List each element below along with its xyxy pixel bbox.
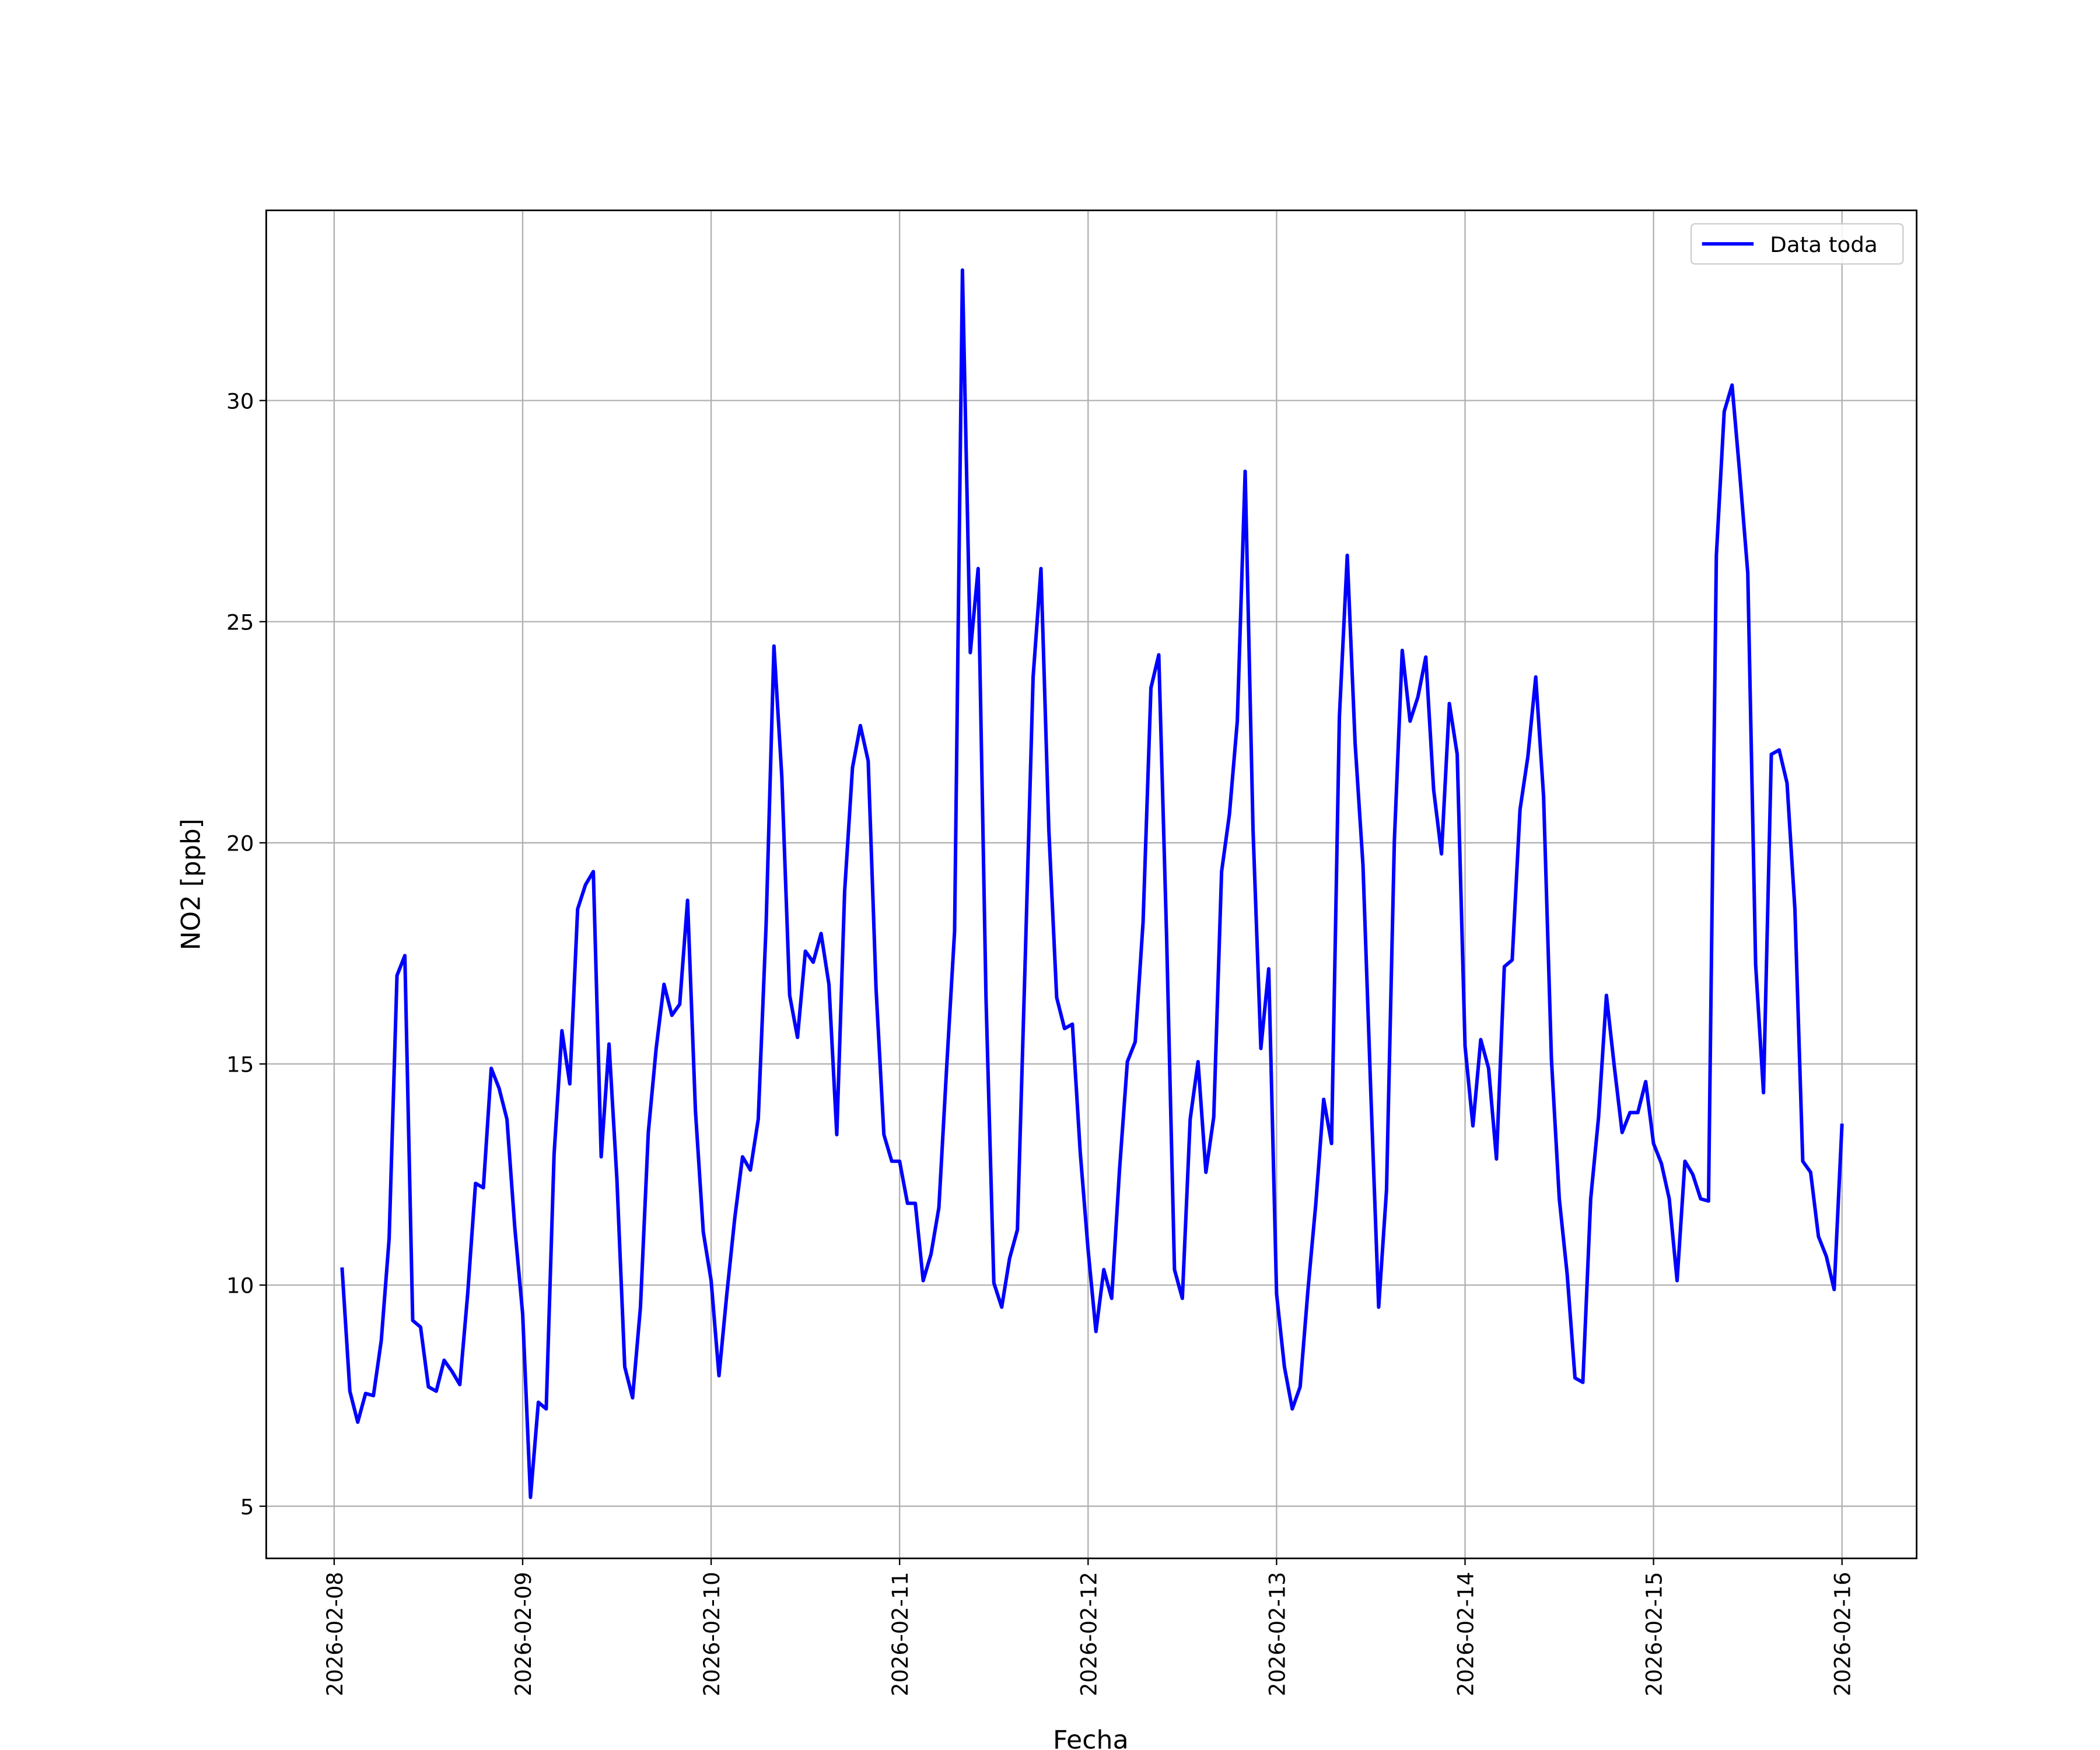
y-tick-label: 20 (226, 831, 254, 856)
x-tick-label: 2026-02-13 (1265, 1572, 1290, 1696)
legend-label: Data toda (1770, 232, 1878, 257)
y-tick-label: 5 (240, 1494, 254, 1520)
x-tick-label: 2026-02-14 (1453, 1572, 1478, 1696)
data-line (340, 268, 1844, 1499)
y-tick-label: 25 (226, 610, 254, 635)
x-tick-label: 2026-02-10 (699, 1572, 724, 1696)
x-tick-label: 2026-02-09 (511, 1572, 536, 1696)
x-tick-label: 2026-02-15 (1642, 1572, 1667, 1696)
x-axis-label: Fecha (1053, 1726, 1129, 1750)
y-axis-label: NO2 [ppb] (176, 818, 206, 950)
y-tick-label: 30 (226, 389, 254, 414)
y-tick-label: 10 (226, 1273, 254, 1298)
x-tick-label: 2026-02-12 (1076, 1572, 1101, 1696)
y-tick-label: 15 (226, 1052, 254, 1077)
x-tick-label: 2026-02-11 (888, 1572, 913, 1696)
legend-box (1690, 223, 1904, 265)
x-tick-label: 2026-02-08 (323, 1572, 348, 1696)
x-tick-label: 2026-02-16 (1830, 1572, 1855, 1696)
axes-frame (265, 209, 1918, 1559)
